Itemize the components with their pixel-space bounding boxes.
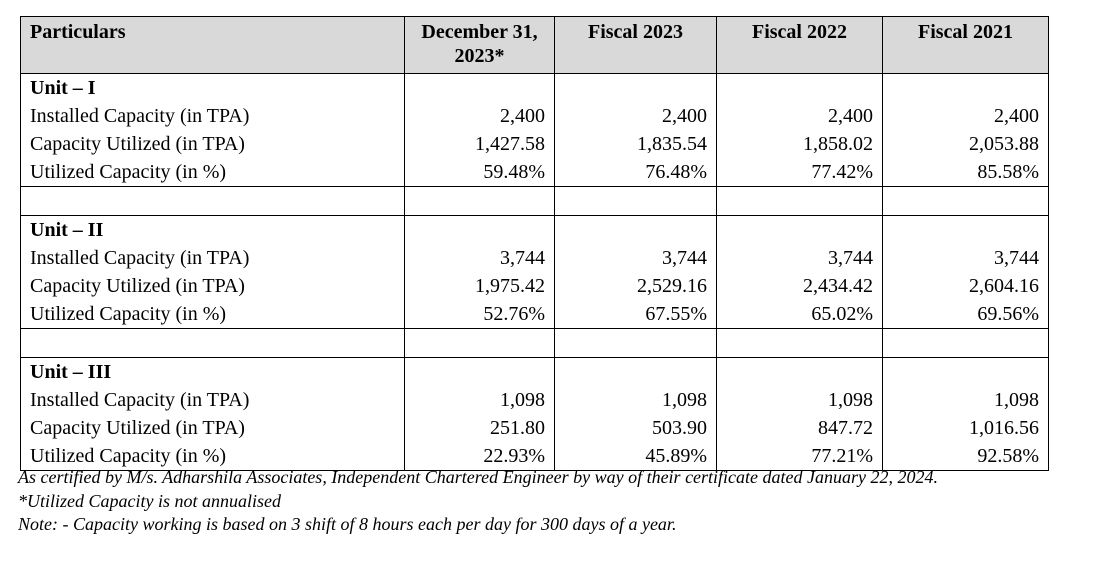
table-cell: 2,529.16: [554, 272, 717, 300]
table-cell: 65.02%: [716, 300, 883, 329]
row-label: Installed Capacity (in TPA): [20, 102, 405, 130]
table-cell: 2,400: [882, 102, 1049, 130]
table-cell: 3,744: [554, 244, 717, 272]
empty-cell: [554, 215, 717, 244]
row-label: Installed Capacity (in TPA): [20, 386, 405, 414]
table-row: Capacity Utilized (in TPA) 1,427.58 1,835.…: [20, 130, 1049, 158]
table-header: Particulars December 31, 2023* Fiscal 20…: [20, 16, 1049, 74]
empty-cell: [554, 186, 717, 216]
capacity-table: Particulars December 31, 2023* Fiscal 20…: [20, 16, 1049, 471]
table-cell: 3,744: [716, 244, 883, 272]
row-label: Utilized Capacity (in %): [20, 442, 405, 471]
header-fiscal-2023: Fiscal 2023: [554, 16, 717, 74]
table-cell: 1,098: [716, 386, 883, 414]
empty-cell: [882, 73, 1049, 102]
row-label: Utilized Capacity (in %): [20, 158, 405, 187]
table-cell: 3,744: [882, 244, 1049, 272]
empty-cell: [716, 357, 883, 386]
unit-title-row: Unit – III: [20, 357, 1049, 386]
unit-title-row: Unit – I: [20, 73, 1049, 102]
empty-cell: [882, 328, 1049, 358]
empty-cell: [404, 73, 555, 102]
unit-title: Unit – II: [20, 215, 405, 244]
spacer-row: [20, 328, 1049, 358]
table-row: Installed Capacity (in TPA) 1,098 1,098 1,0…: [20, 386, 1049, 414]
table-cell: 85.58%: [882, 158, 1049, 187]
table-cell: 45.89%: [554, 442, 717, 471]
table-body: Unit – I Installed Capacity (in TPA) 2,400…: [20, 73, 1049, 471]
table-cell: 22.93%: [404, 442, 555, 471]
table-row: Installed Capacity (in TPA) 3,744 3,744 3,7…: [20, 244, 1049, 272]
table-cell: 1,975.42: [404, 272, 555, 300]
row-label: Utilized Capacity (in %): [20, 300, 405, 329]
table-cell: 847.72: [716, 414, 883, 442]
table-cell: 67.55%: [554, 300, 717, 329]
table-cell: 59.48%: [404, 158, 555, 187]
empty-cell: [716, 186, 883, 216]
spacer-row: [20, 186, 1049, 216]
table-row: Installed Capacity (in TPA) 2,400 2,400 2,4…: [20, 102, 1049, 130]
empty-cell: [882, 357, 1049, 386]
working-note: Note: - Capacity working is based on 3 s…: [18, 514, 677, 534]
row-label: Capacity Utilized (in TPA): [20, 130, 405, 158]
table-cell: 1,427.58: [404, 130, 555, 158]
empty-cell: [404, 328, 555, 358]
table-cell: 1,835.54: [554, 130, 717, 158]
empty-cell: [404, 186, 555, 216]
table-cell: 1,098: [404, 386, 555, 414]
annualised-note: *Utilized Capacity is not annualised: [18, 490, 281, 511]
empty-cell: [554, 328, 717, 358]
table-cell: 2,400: [404, 102, 555, 130]
empty-cell: [716, 215, 883, 244]
table-cell: 92.58%: [882, 442, 1049, 471]
table-cell: 2,604.16: [882, 272, 1049, 300]
empty-cell: [404, 215, 555, 244]
empty-cell: [882, 186, 1049, 216]
table-cell: 2,400: [716, 102, 883, 130]
empty-cell: [554, 73, 717, 102]
unit-title-row: Unit – II: [20, 215, 1049, 244]
table-row: Capacity Utilized (in TPA) 1,975.42 2,529.…: [20, 272, 1049, 300]
table-cell: 77.42%: [716, 158, 883, 187]
table-cell: 76.48%: [554, 158, 717, 187]
table-cell: 503.90: [554, 414, 717, 442]
table-cell: 1,858.02: [716, 130, 883, 158]
table-row: Utilized Capacity (in %) 22.93% 45.89% 77.2…: [20, 442, 1049, 471]
table-cell: 1,098: [882, 386, 1049, 414]
unit-title: Unit – III: [20, 357, 405, 386]
header-fiscal-2022: Fiscal 2022: [716, 16, 883, 74]
table-cell: 251.80: [404, 414, 555, 442]
empty-cell: [716, 328, 883, 358]
table-cell: 3,744: [404, 244, 555, 272]
empty-cell: [404, 357, 555, 386]
table-cell: 52.76%: [404, 300, 555, 329]
table-cell: 69.56%: [882, 300, 1049, 329]
header-fiscal-2021: Fiscal 2021: [882, 16, 1049, 74]
header-december-2023: December 31, 2023*: [404, 16, 555, 74]
empty-cell: [554, 357, 717, 386]
certification-note: As certified by M/s. Adharshila Associat…: [18, 467, 939, 487]
empty-cell: [716, 73, 883, 102]
empty-cell: [20, 186, 405, 216]
table-row: Utilized Capacity (in %) 52.76% 67.55% 65.0…: [20, 300, 1049, 329]
table-cell: 1,098: [554, 386, 717, 414]
empty-cell: [882, 215, 1049, 244]
table-cell: 2,053.88: [882, 130, 1049, 158]
unit-title: Unit – I: [20, 73, 405, 102]
table-cell: 2,434.42: [716, 272, 883, 300]
table-cell: 1,016.56: [882, 414, 1049, 442]
table-cell: 2,400: [554, 102, 717, 130]
row-label: Capacity Utilized (in TPA): [20, 272, 405, 300]
table-row: Capacity Utilized (in TPA) 251.80 503.90 84…: [20, 414, 1049, 442]
table-cell: 77.21%: [716, 442, 883, 471]
table-row: Utilized Capacity (in %) 59.48% 76.48% 77.4…: [20, 158, 1049, 187]
row-label: Capacity Utilized (in TPA): [20, 414, 405, 442]
row-label: Installed Capacity (in TPA): [20, 244, 405, 272]
empty-cell: [20, 328, 405, 358]
header-particulars: Particulars: [20, 16, 405, 74]
header-row: Particulars December 31, 2023* Fiscal 20…: [20, 16, 1049, 74]
footnotes: As certified by M/s. Adharshila Associat…: [18, 466, 1078, 537]
